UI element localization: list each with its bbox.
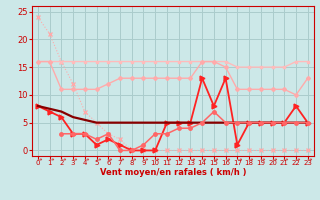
Text: ↗: ↗ xyxy=(35,156,41,163)
Text: ↗: ↗ xyxy=(281,156,288,163)
Text: ↗: ↗ xyxy=(105,156,112,163)
Text: ↗: ↗ xyxy=(70,156,76,163)
Text: ↗: ↗ xyxy=(93,156,100,163)
Text: ↗: ↗ xyxy=(257,156,264,163)
Text: ↗: ↗ xyxy=(211,156,217,163)
Text: ↗: ↗ xyxy=(116,156,124,163)
Text: ↗: ↗ xyxy=(81,156,88,163)
Text: ↗: ↗ xyxy=(222,156,229,163)
X-axis label: Vent moyen/en rafales ( km/h ): Vent moyen/en rafales ( km/h ) xyxy=(100,168,246,177)
Text: ↗: ↗ xyxy=(58,156,65,163)
Text: ↗: ↗ xyxy=(234,156,241,163)
Text: ↗: ↗ xyxy=(46,156,53,163)
Text: ↗: ↗ xyxy=(175,156,182,163)
Text: ↗: ↗ xyxy=(140,156,147,163)
Text: ↗: ↗ xyxy=(128,156,135,163)
Text: ↗: ↗ xyxy=(164,156,170,163)
Text: ↗: ↗ xyxy=(269,156,276,163)
Text: ↗: ↗ xyxy=(152,156,159,163)
Text: ↗: ↗ xyxy=(246,156,252,163)
Text: ↗: ↗ xyxy=(304,156,311,163)
Text: ↗: ↗ xyxy=(199,156,205,163)
Text: ↗: ↗ xyxy=(187,156,194,163)
Text: ↗: ↗ xyxy=(292,156,300,163)
